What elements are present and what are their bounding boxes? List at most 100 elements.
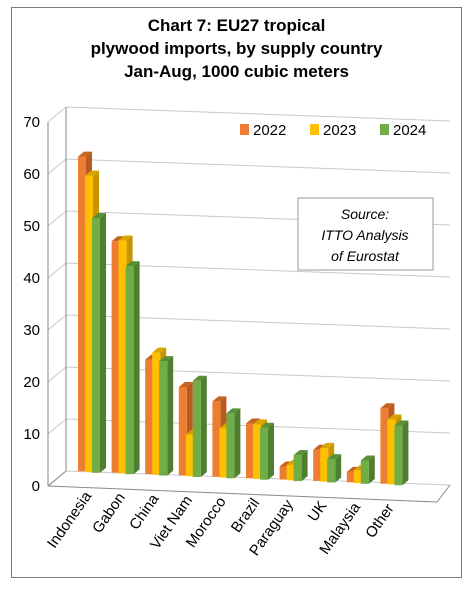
bars: [78, 151, 409, 486]
chart-title: Chart 7: EU27 tropical plywood imports, …: [0, 14, 473, 83]
bar: [159, 361, 168, 476]
legend-swatch-2024: [380, 124, 389, 135]
bar-top: [159, 356, 174, 362]
bar-top: [327, 454, 342, 460]
bar-top: [152, 347, 167, 353]
bar-top: [293, 450, 308, 456]
x-tick-label: Brazil: [228, 495, 263, 535]
bar-top: [387, 414, 402, 420]
bar: [212, 401, 221, 477]
gridline-side: [47, 314, 67, 331]
gridline-side: [47, 158, 67, 175]
legend-swatch-2022: [240, 124, 249, 135]
bar-top: [78, 151, 92, 157]
floor-edge: [436, 484, 451, 503]
bar-top: [85, 170, 99, 176]
bar: [111, 241, 120, 473]
bar: [185, 434, 194, 477]
bar: [327, 459, 336, 483]
chart-title-line-1: Chart 7: EU27 tropical: [147, 16, 326, 35]
legend-label-2022: 2022: [253, 122, 286, 139]
bar-top: [320, 442, 335, 448]
bar: [293, 455, 302, 482]
bar: [92, 218, 100, 473]
bar-top: [125, 261, 140, 267]
bar: [219, 428, 228, 478]
x-tick-label: Other: [362, 501, 397, 541]
legend-swatch-2023: [310, 124, 319, 135]
bar: [380, 408, 389, 484]
bar-top: [246, 418, 260, 424]
bar-top: [253, 419, 267, 425]
x-tick-label: UK: [305, 498, 331, 525]
bar-top: [178, 381, 193, 387]
bar: [85, 175, 93, 473]
gridline-side: [47, 366, 67, 383]
bar-top: [192, 375, 207, 381]
legend-label-2024: 2024: [393, 122, 426, 139]
bar-side: [368, 455, 375, 484]
gridline-side: [47, 210, 67, 227]
source-line-2: ITTO Analysis: [321, 227, 408, 243]
bar-top: [212, 396, 227, 402]
bar-side: [402, 420, 409, 486]
bar: [253, 424, 261, 479]
bar: [152, 352, 161, 475]
source-box: [297, 197, 434, 271]
legend: 2022 2023 2024: [240, 122, 426, 139]
bar: [145, 359, 154, 474]
bar-side: [268, 422, 274, 480]
bar: [313, 449, 322, 481]
bar-top: [380, 403, 395, 409]
chart-title-line-2: plywood imports, by supply country: [90, 39, 383, 58]
bar-top: [394, 420, 409, 426]
bar: [387, 419, 396, 485]
bar-top: [260, 422, 274, 428]
bar-top: [92, 213, 106, 219]
bar: [192, 380, 201, 477]
bar-side: [100, 213, 106, 473]
gridline: [65, 106, 451, 122]
bar: [346, 471, 355, 483]
legend-label-2023: 2023: [323, 122, 356, 139]
x-tick-label: Indonesia: [44, 488, 96, 552]
y-tick-label: 10: [23, 426, 40, 443]
bar: [353, 470, 362, 484]
bar-side: [301, 450, 308, 482]
bar: [360, 460, 369, 484]
bar-side: [234, 408, 241, 479]
bar: [178, 386, 187, 476]
source-annotation: Source: ITTO Analysis of Eurostat: [297, 197, 434, 271]
bar: [260, 427, 268, 480]
gridline-side: [47, 106, 67, 123]
bar-side: [200, 375, 207, 477]
bar: [320, 447, 329, 482]
y-tick-label: 0: [32, 478, 40, 495]
source-line-3: of Eurostat: [331, 248, 400, 264]
gridline: [65, 158, 451, 174]
chart-title-line-3: Jan-Aug, 1000 cubic meters: [124, 62, 349, 81]
bar: [125, 266, 134, 475]
bar: [118, 240, 127, 474]
bar-side: [335, 454, 342, 483]
bar-top: [226, 408, 241, 414]
bar-top: [360, 455, 375, 461]
bar: [279, 466, 288, 480]
bar: [78, 156, 86, 472]
y-tick-label: 20: [23, 374, 40, 391]
floor-edge: [47, 470, 67, 487]
gridline-side: [47, 418, 67, 435]
source-line-1: Source:: [341, 206, 389, 222]
bar: [226, 413, 235, 479]
gridline-side: [47, 262, 67, 279]
x-axis: [47, 485, 438, 503]
bar: [286, 464, 295, 481]
y-tick-label: 30: [23, 322, 40, 339]
bar-side: [133, 261, 140, 475]
bar-side: [167, 356, 174, 476]
y-tick-label: 40: [23, 270, 40, 287]
bar-top: [111, 236, 126, 242]
axes: [47, 107, 451, 503]
y-tick-label: 50: [23, 218, 40, 235]
